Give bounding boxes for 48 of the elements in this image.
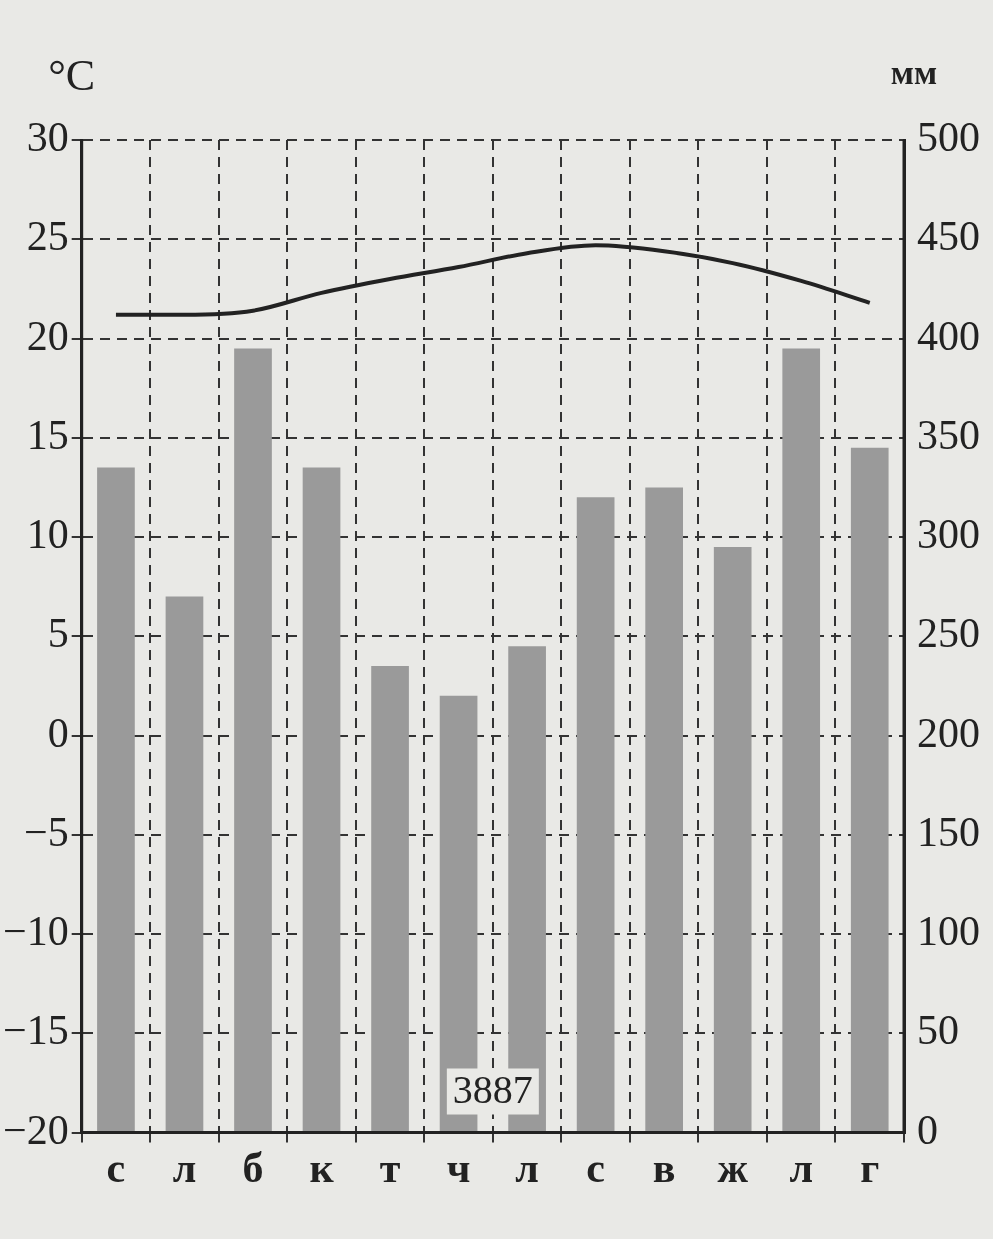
x-tick-label: ж <box>717 1144 749 1191</box>
y-tick-label: 5 <box>47 610 69 657</box>
y-tick-label: 10 <box>26 511 69 558</box>
y2-tick-label: 300 <box>917 511 980 558</box>
x-tick-label: л <box>789 1144 813 1191</box>
line-series <box>113 243 872 317</box>
y-tick-label: −5 <box>24 808 69 855</box>
bar <box>713 546 752 1133</box>
x-tick-label: б <box>242 1144 264 1191</box>
x-tick-label: с <box>106 1144 126 1191</box>
y2-tick-label: 150 <box>917 808 980 855</box>
x-tick-label: г <box>860 1144 880 1191</box>
y2-tick-label: 500 <box>917 114 980 161</box>
x-tick-label: л <box>172 1144 197 1191</box>
y-tick-label: 25 <box>26 213 69 260</box>
y-tick-label: −20 <box>3 1106 69 1153</box>
y2-tick-label: 450 <box>917 213 980 260</box>
y2-tick-label: 100 <box>917 908 980 955</box>
bar <box>234 348 272 1133</box>
y2-tick-label: 400 <box>917 312 980 359</box>
y2-tick-label: 200 <box>917 709 980 756</box>
y2-tick-label: 50 <box>917 1007 959 1054</box>
bar <box>850 447 889 1133</box>
x-tick-label: л <box>515 1144 539 1191</box>
y2-tick-label: 250 <box>917 610 980 657</box>
y-axis-title: °C <box>48 50 96 100</box>
y2-tick-label: 350 <box>917 411 980 458</box>
annotation: 3887 <box>452 1067 533 1113</box>
bar <box>371 666 409 1133</box>
x-tick-label: т <box>379 1144 401 1191</box>
x-tick-label: в <box>652 1144 676 1191</box>
x-tick-label: к <box>309 1144 335 1191</box>
x-tick-label: ч <box>446 1144 471 1191</box>
y2-axis-title: мм <box>890 53 938 91</box>
y2-tick-label: 0 <box>917 1106 938 1153</box>
y-tick-label: −15 <box>3 1007 69 1054</box>
y-tick-label: 15 <box>26 411 69 458</box>
bar <box>782 348 821 1133</box>
y-tick-label: 20 <box>26 312 69 359</box>
y-tick-label: 0 <box>47 709 69 756</box>
y-tick-label: 30 <box>26 114 69 161</box>
y-tick-label: −10 <box>3 908 69 955</box>
bar <box>645 487 683 1133</box>
bar <box>165 596 204 1133</box>
bar <box>97 467 135 1133</box>
bar <box>302 467 341 1133</box>
x-tick-label: с <box>586 1144 605 1191</box>
bar <box>576 497 615 1133</box>
